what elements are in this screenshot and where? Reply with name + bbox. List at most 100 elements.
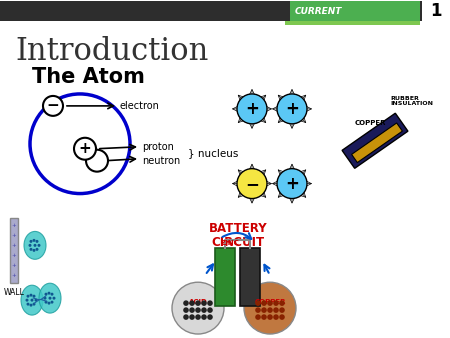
Circle shape <box>32 249 36 252</box>
Bar <box>290 1 420 21</box>
Circle shape <box>32 303 36 306</box>
Circle shape <box>27 295 30 298</box>
Circle shape <box>53 297 55 300</box>
Circle shape <box>279 307 285 313</box>
Circle shape <box>255 307 261 313</box>
Circle shape <box>267 300 273 306</box>
Circle shape <box>35 299 37 301</box>
Ellipse shape <box>21 285 43 315</box>
Text: +: + <box>285 100 299 118</box>
Text: +: + <box>12 223 16 228</box>
Circle shape <box>255 314 261 320</box>
Circle shape <box>267 314 273 320</box>
Circle shape <box>45 300 48 304</box>
Circle shape <box>37 244 40 247</box>
Circle shape <box>44 297 46 300</box>
Circle shape <box>201 314 207 320</box>
Circle shape <box>207 314 213 320</box>
Circle shape <box>255 300 261 306</box>
Text: neutron: neutron <box>142 156 180 166</box>
Circle shape <box>279 300 285 306</box>
Circle shape <box>31 299 33 301</box>
Circle shape <box>50 293 54 296</box>
Circle shape <box>74 138 96 160</box>
Circle shape <box>237 169 267 198</box>
Text: +: + <box>79 141 91 156</box>
Circle shape <box>27 303 30 306</box>
Text: +: + <box>245 100 259 118</box>
Circle shape <box>277 169 307 198</box>
Circle shape <box>189 300 195 306</box>
Circle shape <box>36 240 39 243</box>
Circle shape <box>86 150 108 172</box>
Circle shape <box>30 294 32 297</box>
Text: } nucleus: } nucleus <box>188 148 238 158</box>
Circle shape <box>261 300 267 306</box>
Circle shape <box>172 282 224 334</box>
Bar <box>285 21 420 25</box>
Circle shape <box>267 307 273 313</box>
Text: −: − <box>47 98 59 113</box>
Circle shape <box>273 314 279 320</box>
Circle shape <box>195 314 201 320</box>
Text: +: + <box>12 273 16 278</box>
Text: BATTERY
CIRCUIT: BATTERY CIRCUIT <box>209 222 267 249</box>
Circle shape <box>189 314 195 320</box>
Circle shape <box>28 244 32 247</box>
Circle shape <box>195 307 201 313</box>
Bar <box>422 1 450 21</box>
Circle shape <box>36 248 39 251</box>
Circle shape <box>30 304 32 307</box>
Bar <box>240 248 260 306</box>
Circle shape <box>189 307 195 313</box>
Circle shape <box>261 314 267 320</box>
Bar <box>10 218 18 283</box>
Bar <box>215 248 235 306</box>
Text: Introduction: Introduction <box>15 35 208 67</box>
Circle shape <box>273 307 279 313</box>
Circle shape <box>30 248 32 251</box>
Polygon shape <box>342 113 408 168</box>
Text: CURRENT: CURRENT <box>295 7 342 16</box>
Text: ACID: ACID <box>189 299 207 305</box>
Circle shape <box>261 307 267 313</box>
Circle shape <box>201 300 207 306</box>
Text: +: + <box>285 175 299 193</box>
Circle shape <box>26 299 28 301</box>
Circle shape <box>183 307 189 313</box>
Circle shape <box>195 300 201 306</box>
Text: +: + <box>12 263 16 268</box>
Text: proton: proton <box>142 142 174 152</box>
Text: 1: 1 <box>430 2 442 20</box>
Text: COPPER: COPPER <box>254 299 286 305</box>
Circle shape <box>183 300 189 306</box>
Circle shape <box>279 314 285 320</box>
Text: The Atom: The Atom <box>32 67 144 87</box>
Polygon shape <box>351 123 402 163</box>
Circle shape <box>48 301 50 305</box>
Text: electron: electron <box>120 101 160 111</box>
Text: +: + <box>12 253 16 258</box>
Text: WALL: WALL <box>4 288 24 297</box>
Circle shape <box>207 300 213 306</box>
Text: −: − <box>245 175 259 193</box>
Circle shape <box>30 240 32 243</box>
Circle shape <box>45 293 48 296</box>
Circle shape <box>32 239 36 242</box>
Text: ZINC: ZINC <box>220 240 239 246</box>
Circle shape <box>49 297 51 300</box>
Circle shape <box>207 307 213 313</box>
Text: COPPER: COPPER <box>355 120 387 126</box>
Ellipse shape <box>24 232 46 259</box>
Circle shape <box>237 94 267 124</box>
Circle shape <box>277 94 307 124</box>
Text: RUBBER
INSULATION: RUBBER INSULATION <box>390 96 433 106</box>
Circle shape <box>43 96 63 116</box>
Bar <box>0 1 450 21</box>
Text: +: + <box>12 233 16 238</box>
Text: +: + <box>12 243 16 248</box>
Circle shape <box>50 300 54 304</box>
Circle shape <box>201 307 207 313</box>
Circle shape <box>183 314 189 320</box>
Circle shape <box>33 244 36 247</box>
